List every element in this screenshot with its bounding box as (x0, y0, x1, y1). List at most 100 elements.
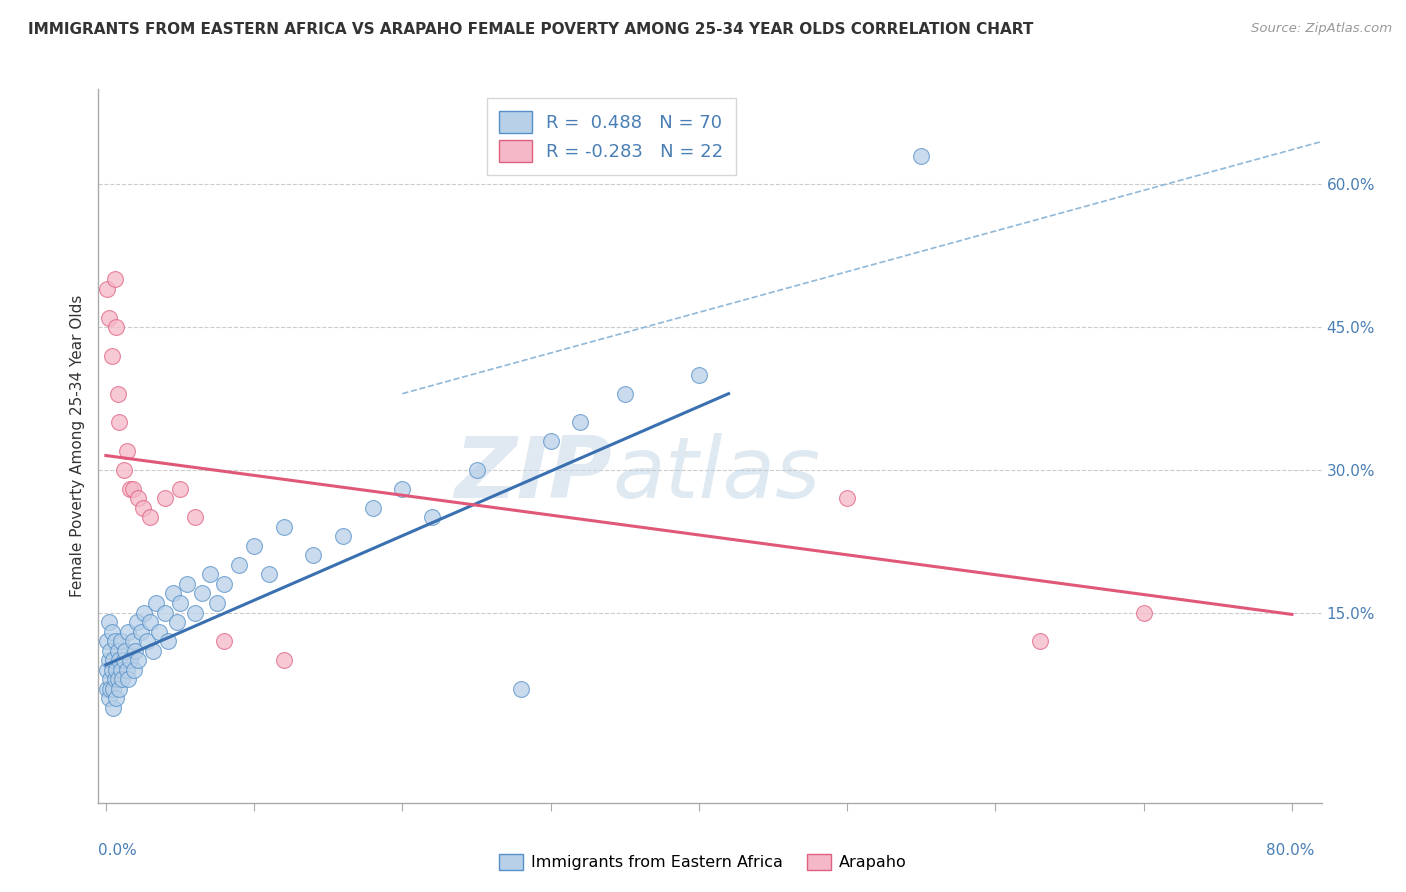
Legend: R =  0.488   N = 70, R = -0.283   N = 22: R = 0.488 N = 70, R = -0.283 N = 22 (486, 98, 735, 175)
Point (104, 672, 127, 686)
Point (125, 615, 148, 629)
Point (273, 520, 295, 534)
Point (132, 500, 155, 515)
Point (191, 586, 214, 600)
Point (115, 663, 138, 677)
Point (361, 500, 384, 515)
Point (122, 663, 145, 677)
Point (391, 482, 413, 496)
Point (117, 624, 139, 639)
Point (107, 643, 129, 657)
Point (837, 491, 859, 506)
Point (107, 386, 129, 401)
Point (96, 634, 118, 648)
Point (465, 463, 488, 477)
Point (153, 491, 176, 506)
Point (121, 482, 143, 496)
Point (111, 672, 134, 686)
Point (214, 577, 236, 591)
Point (1029, 634, 1052, 648)
Point (103, 653, 125, 667)
Point (118, 482, 141, 496)
Point (110, 663, 132, 677)
Point (127, 491, 149, 506)
Point (105, 320, 128, 334)
Point (121, 634, 143, 648)
Point (569, 415, 592, 429)
Point (148, 624, 170, 639)
Point (104, 272, 127, 286)
Point (104, 634, 127, 648)
Point (243, 539, 266, 553)
Point (100, 663, 122, 677)
Point (96, 663, 118, 677)
Point (108, 415, 131, 429)
Point (257, 567, 280, 582)
Point (139, 510, 162, 524)
Point (112, 463, 135, 477)
Text: 80.0%: 80.0% (1267, 843, 1315, 858)
Point (198, 567, 221, 582)
Point (124, 643, 146, 657)
Point (105, 663, 128, 677)
Point (103, 700, 125, 714)
Point (134, 606, 156, 620)
Point (139, 615, 162, 629)
Point (115, 443, 138, 458)
Point (184, 510, 207, 524)
Point (100, 349, 122, 363)
Point (302, 549, 325, 563)
Text: IMMIGRANTS FROM EASTERN AFRICA VS ARAPAHO FEMALE POVERTY AMONG 25-34 YEAR OLDS C: IMMIGRANTS FROM EASTERN AFRICA VS ARAPAH… (28, 22, 1033, 37)
Text: 0.0%: 0.0% (98, 843, 138, 858)
Point (97, 653, 120, 667)
Point (273, 653, 295, 667)
Point (131, 624, 153, 639)
Point (166, 615, 188, 629)
Point (157, 634, 180, 648)
Point (97, 691, 120, 706)
Point (510, 681, 533, 696)
Point (613, 386, 636, 401)
Point (910, 149, 932, 163)
Point (98, 643, 121, 657)
Point (153, 606, 176, 620)
Point (97, 615, 120, 629)
Point (420, 510, 443, 524)
Point (184, 606, 207, 620)
Point (108, 653, 131, 667)
Point (118, 653, 141, 667)
Point (540, 434, 562, 449)
Point (114, 643, 136, 657)
Point (100, 624, 122, 639)
Point (169, 482, 191, 496)
Point (117, 672, 139, 686)
Point (96, 282, 118, 296)
Text: atlas: atlas (612, 433, 820, 516)
Point (127, 653, 149, 667)
Point (103, 681, 125, 696)
Point (145, 596, 167, 610)
Point (228, 558, 250, 572)
Legend: Immigrants from Eastern Africa, Arapaho: Immigrants from Eastern Africa, Arapaho (494, 847, 912, 877)
Point (108, 681, 131, 696)
Point (688, 368, 710, 382)
Point (107, 672, 129, 686)
Point (205, 596, 228, 610)
Point (136, 634, 159, 648)
Point (169, 596, 191, 610)
Point (98, 672, 121, 686)
Point (1132, 606, 1154, 620)
Point (105, 691, 128, 706)
Point (176, 577, 198, 591)
Point (332, 529, 354, 543)
Text: Source: ZipAtlas.com: Source: ZipAtlas.com (1251, 22, 1392, 36)
Y-axis label: Female Poverty Among 25-34 Year Olds: Female Poverty Among 25-34 Year Olds (69, 295, 84, 597)
Point (142, 643, 165, 657)
Point (162, 586, 184, 600)
Point (98, 681, 121, 696)
Text: ZIP: ZIP (454, 433, 612, 516)
Point (214, 634, 236, 648)
Point (110, 634, 132, 648)
Point (112, 653, 135, 667)
Point (97, 310, 120, 325)
